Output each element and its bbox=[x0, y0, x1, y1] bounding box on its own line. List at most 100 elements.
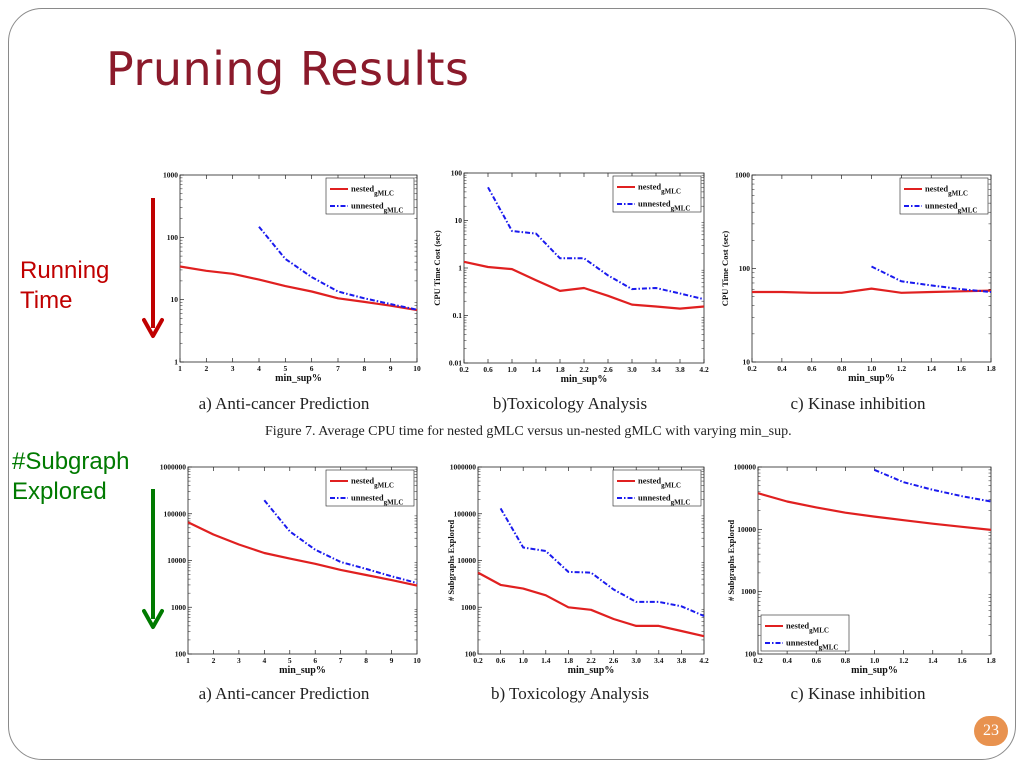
series-line-nested bbox=[187, 521, 418, 587]
x-tick-label: 1.0 bbox=[870, 656, 880, 665]
chart-subgraph-anticancer: 100 1000 10000 100000 1000000 1 2 3 4 5 6 7 8 9 10 min_… bbox=[160, 463, 421, 677]
x-tick-label: 0.6 bbox=[812, 656, 822, 665]
x-tick-label: 0.6 bbox=[496, 656, 506, 665]
figure-caption: Figure 7. Average CPU time for nested gM… bbox=[265, 424, 792, 439]
subgraph-explored-down-arrow bbox=[142, 489, 164, 629]
x-tick-label: 0.4 bbox=[782, 656, 792, 665]
x-tick-label: 4 bbox=[257, 364, 261, 373]
slide-title: Pruning Results bbox=[106, 42, 470, 96]
y-axis-label: # Subgraphs Explored bbox=[446, 520, 456, 601]
running-arrow-head bbox=[142, 318, 164, 338]
x-tick-label: 1.0 bbox=[519, 656, 529, 665]
x-tick-label: 2.2 bbox=[586, 656, 596, 665]
x-tick-label: 2.6 bbox=[603, 365, 613, 374]
legend-box bbox=[612, 175, 702, 213]
subgraph-label-line2: Explored bbox=[12, 478, 107, 505]
legend-label-unnested: unnestedgMLC bbox=[351, 201, 403, 215]
subgraph-arrow-head bbox=[142, 609, 164, 629]
caption-subgraph-toxicology: b) Toxicology Analysis bbox=[490, 684, 650, 703]
x-tick-label: 1.8 bbox=[564, 656, 574, 665]
y-tick-label: 1000 bbox=[163, 171, 178, 180]
y-tick-label: 1 bbox=[174, 358, 178, 367]
chart-subgraph-toxicology: 100 1000 10000 100000 1000000 0.2 0.6 1.0 1.4 1.8… bbox=[446, 463, 709, 677]
chart-subgraph-kinase: 100 1000 10000 100000 0.2 0.4 0.6 0.8 1.0 1.2 1.4 1… bbox=[726, 463, 996, 677]
x-axis-label: min_sup% bbox=[568, 665, 615, 676]
x-tick-label: 0.4 bbox=[777, 364, 787, 373]
legend-label-nested: nestedgMLC bbox=[351, 476, 394, 490]
x-tick-label: 8 bbox=[364, 656, 368, 665]
x-tick-label: 3 bbox=[237, 656, 241, 665]
legend-label-unnested: unnestedgMLC bbox=[925, 201, 977, 215]
x-tick-label: 3.8 bbox=[677, 656, 687, 665]
x-tick-label: 10 bbox=[413, 364, 421, 373]
legend-box bbox=[612, 469, 702, 507]
x-tick-label: 5 bbox=[288, 656, 292, 665]
x-tick-label: 5 bbox=[283, 364, 287, 373]
x-tick-label: 1.0 bbox=[507, 365, 517, 374]
series-line-nested bbox=[477, 571, 705, 638]
x-tick-label: 0.2 bbox=[753, 656, 763, 665]
x-tick-label: 1.8 bbox=[986, 656, 996, 665]
x-tick-label: 9 bbox=[390, 656, 394, 665]
y-tick-label: 10000 bbox=[457, 556, 476, 565]
y-tick-label: 100 bbox=[745, 650, 757, 659]
x-tick-label: 0.2 bbox=[473, 656, 483, 665]
series-line-nested bbox=[463, 260, 705, 310]
series-line-unnested bbox=[487, 186, 705, 301]
running-time-down-arrow bbox=[142, 198, 164, 338]
x-axis-label: min_sup% bbox=[851, 665, 898, 676]
y-tick-label: 10000 bbox=[167, 556, 186, 565]
x-tick-label: 0.6 bbox=[483, 365, 493, 374]
x-tick-label: 0.6 bbox=[807, 364, 817, 373]
x-tick-label: 1.6 bbox=[956, 364, 966, 373]
x-tick-label: 9 bbox=[389, 364, 393, 373]
x-tick-label: 3 bbox=[231, 364, 235, 373]
x-tick-label: 8 bbox=[362, 364, 366, 373]
legend-label-nested: nestedgMLC bbox=[351, 184, 394, 198]
running-time-label-line2: Time bbox=[20, 287, 73, 314]
x-tick-label: 3.4 bbox=[651, 365, 661, 374]
series-line-nested bbox=[179, 265, 418, 312]
chart-time-anticancer: 1 10 100 1000 1 2 3 4 5 6 7 8 9 10 min_sup% nestedgMLC u… bbox=[163, 171, 421, 385]
x-tick-label: 1.4 bbox=[928, 656, 938, 665]
caption-subgraph-kinase: c) Kinase inhibition bbox=[790, 684, 926, 703]
legend-box bbox=[760, 614, 850, 652]
x-tick-label: 7 bbox=[336, 364, 340, 373]
y-axis-label: CPU Time Cost (sec) bbox=[432, 230, 442, 306]
legend-box bbox=[325, 469, 415, 507]
legend-label-nested: nestedgMLC bbox=[786, 621, 829, 635]
x-tick-label: 3.0 bbox=[627, 365, 637, 374]
legend-label-unnested: unnestedgMLC bbox=[638, 493, 690, 507]
caption-time-kinase: c) Kinase inhibition bbox=[790, 394, 926, 413]
x-tick-label: 2.2 bbox=[579, 365, 589, 374]
y-tick-label: 10 bbox=[743, 358, 751, 367]
legend-label-unnested: unnestedgMLC bbox=[638, 199, 690, 213]
x-tick-label: 4 bbox=[262, 656, 266, 665]
y-tick-label: 100000 bbox=[734, 463, 757, 472]
y-tick-label: 0.01 bbox=[449, 359, 462, 368]
x-tick-label: 1.8 bbox=[555, 365, 565, 374]
legend-label-nested: nestedgMLC bbox=[925, 184, 968, 198]
x-tick-label: 2.6 bbox=[609, 656, 619, 665]
y-tick-label: 100 bbox=[451, 169, 463, 178]
x-tick-label: 1.4 bbox=[927, 364, 937, 373]
y-tick-label: 100 bbox=[465, 650, 477, 659]
x-tick-label: 4.2 bbox=[699, 365, 709, 374]
y-tick-label: 10000 bbox=[737, 525, 756, 534]
legend-label-nested: nestedgMLC bbox=[638, 182, 681, 196]
caption-time-anticancer: a) Anti-cancer Prediction bbox=[198, 394, 370, 413]
y-axis-label: # Subgraphs Explored bbox=[726, 520, 736, 601]
y-tick-label: 100 bbox=[739, 264, 751, 273]
page-number-badge: 23 bbox=[974, 716, 1008, 746]
series-line-unnested bbox=[871, 265, 992, 293]
x-tick-label: 0.8 bbox=[837, 364, 847, 373]
x-tick-label: 2 bbox=[212, 656, 216, 665]
x-tick-label: 3.4 bbox=[654, 656, 664, 665]
x-tick-label: 0.8 bbox=[841, 656, 851, 665]
x-tick-label: 1.0 bbox=[867, 364, 877, 373]
x-axis-label: min_sup% bbox=[848, 373, 895, 384]
x-tick-label: 3.8 bbox=[675, 365, 685, 374]
x-axis-label: min_sup% bbox=[561, 374, 608, 385]
x-tick-label: 7 bbox=[339, 656, 343, 665]
series-line-unnested bbox=[258, 226, 418, 311]
